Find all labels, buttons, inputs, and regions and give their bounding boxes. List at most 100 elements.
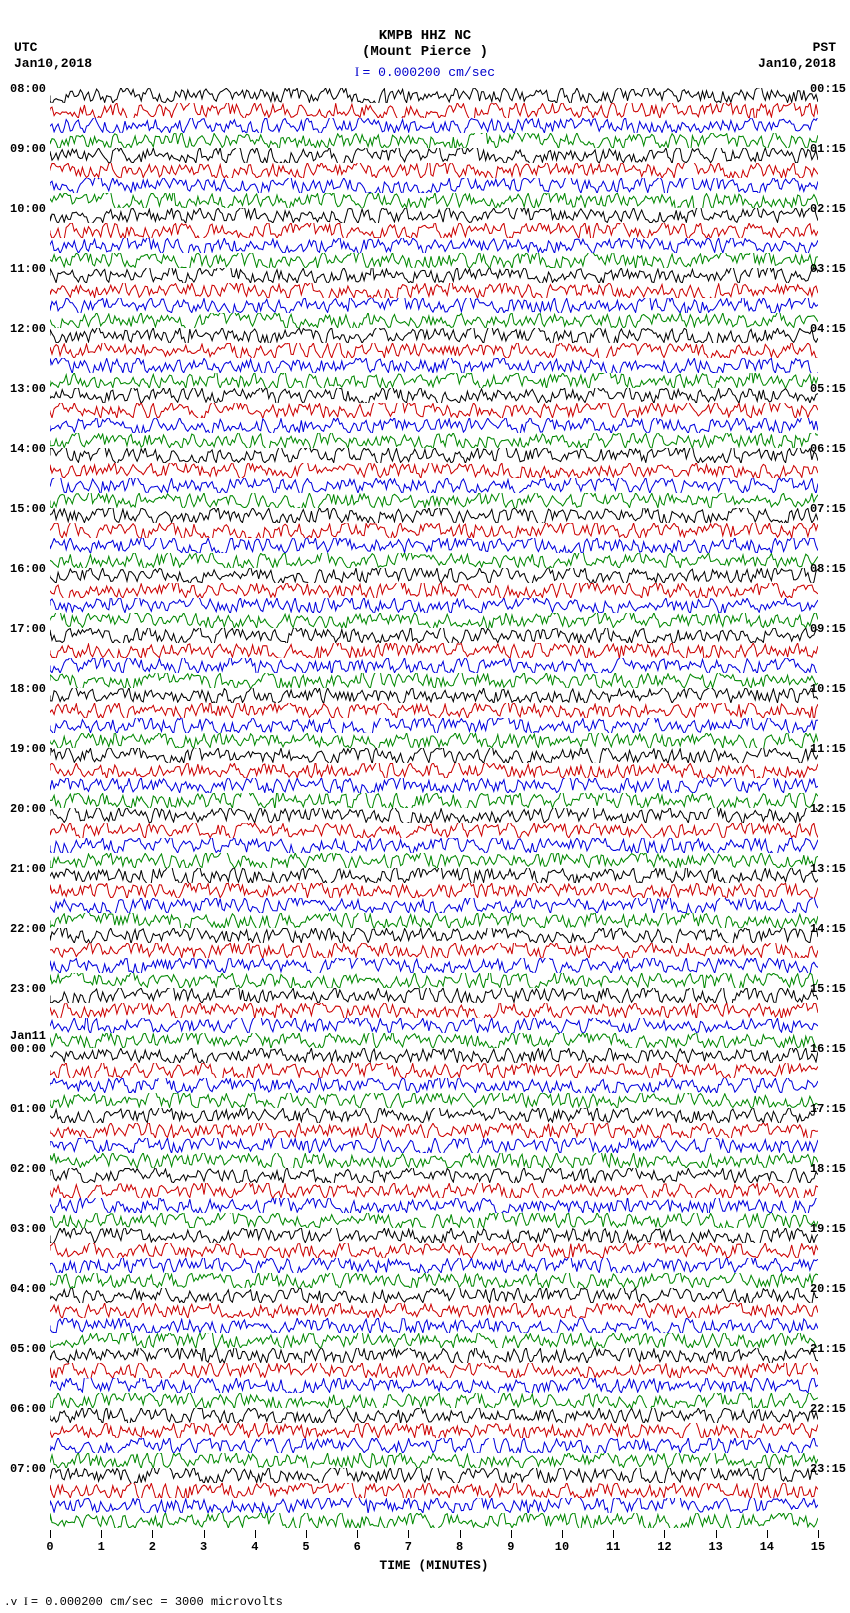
trace-row bbox=[50, 463, 818, 478]
trace-row bbox=[50, 868, 818, 883]
tz-left-label: UTC bbox=[14, 40, 37, 55]
trace-row bbox=[50, 778, 818, 793]
x-tick-label: 12 bbox=[657, 1540, 671, 1554]
x-tick-label: 14 bbox=[760, 1540, 774, 1554]
footer-scale: .v I = 0.000200 cm/sec = 3000 microvolts bbox=[4, 1594, 283, 1609]
x-tick bbox=[511, 1530, 512, 1538]
right-time: 08:15 bbox=[810, 562, 846, 576]
trace-row bbox=[50, 163, 818, 178]
left-time: 07:00 bbox=[10, 1462, 46, 1476]
trace-row bbox=[50, 448, 818, 463]
right-time: 02:15 bbox=[810, 202, 846, 216]
left-time: 18:00 bbox=[10, 682, 46, 696]
trace-row bbox=[50, 1498, 818, 1513]
trace-row bbox=[50, 1408, 818, 1423]
trace-row bbox=[50, 343, 818, 358]
date-left-label: Jan10,2018 bbox=[14, 56, 92, 71]
mid-date-left: Jan11 bbox=[10, 1029, 46, 1043]
x-tick-label: 11 bbox=[606, 1540, 620, 1554]
x-tick bbox=[716, 1530, 717, 1538]
seismogram-plot bbox=[50, 88, 818, 1528]
x-tick bbox=[767, 1530, 768, 1538]
right-time: 03:15 bbox=[810, 262, 846, 276]
trace-row bbox=[50, 88, 818, 103]
x-tick bbox=[306, 1530, 307, 1538]
x-tick-label: 4 bbox=[251, 1540, 258, 1554]
trace-row bbox=[50, 1393, 818, 1408]
trace-row bbox=[50, 1003, 818, 1018]
trace-row bbox=[50, 1378, 818, 1393]
left-time: 08:00 bbox=[10, 82, 46, 96]
left-time: 19:00 bbox=[10, 742, 46, 756]
trace-row bbox=[50, 433, 818, 448]
x-tick-label: 15 bbox=[811, 1540, 825, 1554]
trace-row bbox=[50, 583, 818, 598]
right-time: 11:15 bbox=[810, 742, 846, 756]
trace-row bbox=[50, 763, 818, 778]
trace-row bbox=[50, 1033, 818, 1048]
left-time: 20:00 bbox=[10, 802, 46, 816]
trace-row bbox=[50, 1258, 818, 1273]
trace-row bbox=[50, 508, 818, 523]
trace-row bbox=[50, 718, 818, 733]
trace-row bbox=[50, 643, 818, 658]
trace-row bbox=[50, 223, 818, 238]
chart-header: KMPB HHZ NC (Mount Pierce ) bbox=[0, 0, 850, 60]
trace-row bbox=[50, 493, 818, 508]
trace-row bbox=[50, 703, 818, 718]
trace-row bbox=[50, 1198, 818, 1213]
left-time: 12:00 bbox=[10, 322, 46, 336]
trace-row bbox=[50, 193, 818, 208]
x-tick bbox=[613, 1530, 614, 1538]
trace-row bbox=[50, 538, 818, 553]
trace-row bbox=[50, 358, 818, 373]
right-time: 14:15 bbox=[810, 922, 846, 936]
right-time: 23:15 bbox=[810, 1462, 846, 1476]
trace-row bbox=[50, 1363, 818, 1378]
trace-row bbox=[50, 1213, 818, 1228]
trace-row bbox=[50, 103, 818, 118]
left-time: 09:00 bbox=[10, 142, 46, 156]
trace-row bbox=[50, 178, 818, 193]
trace-row bbox=[50, 1243, 818, 1258]
trace-row bbox=[50, 313, 818, 328]
left-time: 03:00 bbox=[10, 1222, 46, 1236]
trace-row bbox=[50, 1018, 818, 1033]
trace-row bbox=[50, 1333, 818, 1348]
x-tick bbox=[357, 1530, 358, 1538]
right-time: 07:15 bbox=[810, 502, 846, 516]
trace-row bbox=[50, 1078, 818, 1093]
trace-row bbox=[50, 1228, 818, 1243]
x-tick bbox=[255, 1530, 256, 1538]
left-time: 17:00 bbox=[10, 622, 46, 636]
trace-row bbox=[50, 1348, 818, 1363]
trace-row bbox=[50, 748, 818, 763]
trace-row bbox=[50, 628, 818, 643]
left-time: 21:00 bbox=[10, 862, 46, 876]
trace-row bbox=[50, 148, 818, 163]
trace-row bbox=[50, 1063, 818, 1078]
left-time: 15:00 bbox=[10, 502, 46, 516]
right-time: 22:15 bbox=[810, 1402, 846, 1416]
left-time: 22:00 bbox=[10, 922, 46, 936]
x-tick bbox=[664, 1530, 665, 1538]
right-time: 01:15 bbox=[810, 142, 846, 156]
trace-row bbox=[50, 523, 818, 538]
station-location: (Mount Pierce ) bbox=[0, 44, 850, 60]
x-tick-label: 7 bbox=[405, 1540, 412, 1554]
trace-row bbox=[50, 883, 818, 898]
trace-row bbox=[50, 1318, 818, 1333]
trace-row bbox=[50, 1288, 818, 1303]
trace-row bbox=[50, 733, 818, 748]
right-time: 21:15 bbox=[810, 1342, 846, 1356]
trace-row bbox=[50, 808, 818, 823]
right-time: 19:15 bbox=[810, 1222, 846, 1236]
trace-row bbox=[50, 373, 818, 388]
right-time: 18:15 bbox=[810, 1162, 846, 1176]
trace-row bbox=[50, 1093, 818, 1108]
right-time: 09:15 bbox=[810, 622, 846, 636]
left-time: 16:00 bbox=[10, 562, 46, 576]
trace-row bbox=[50, 1153, 818, 1168]
left-time: 13:00 bbox=[10, 382, 46, 396]
trace-row bbox=[50, 658, 818, 673]
